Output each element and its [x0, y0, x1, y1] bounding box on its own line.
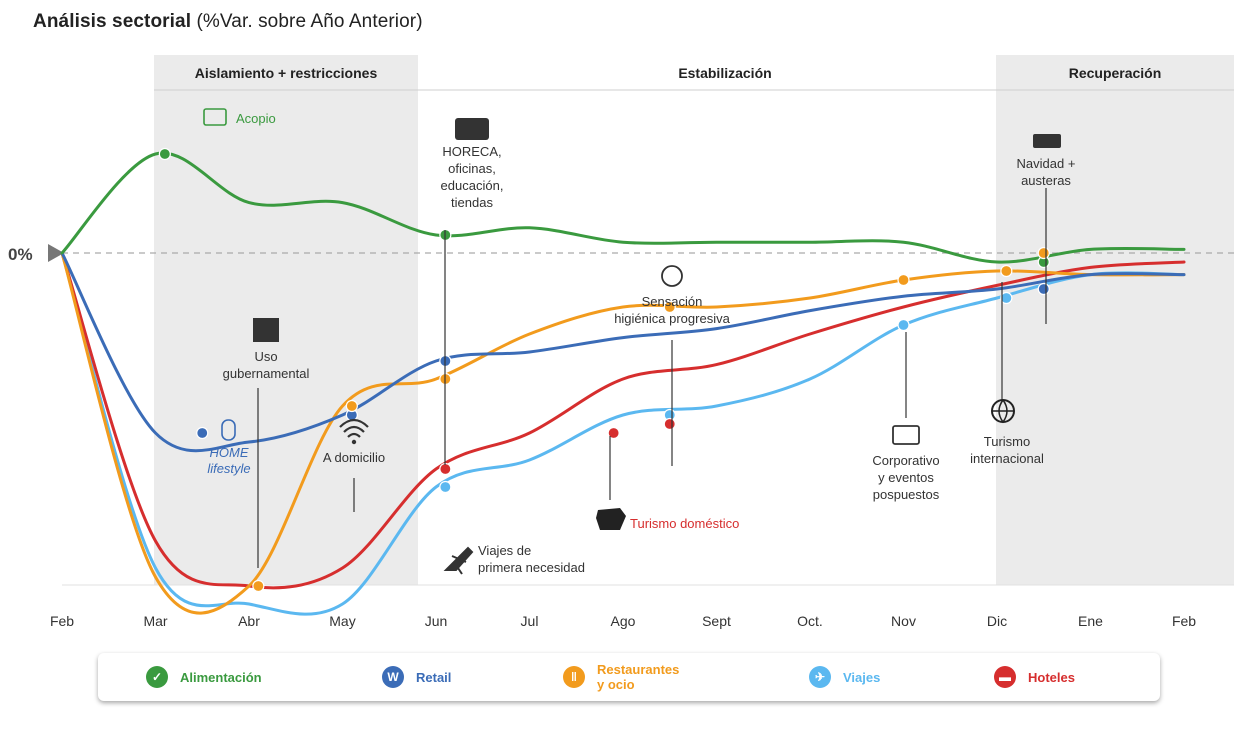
- event-marker: [897, 273, 910, 287]
- annotation-viajes-primera-necesidad: Viajes de primera necesidad: [478, 543, 585, 575]
- annotation-corporativo: Corporativo y eventos pospuestos: [872, 453, 939, 502]
- airplane-icon: [443, 546, 474, 575]
- x-tick-label: Feb: [50, 613, 74, 629]
- x-tick-label: Jul: [521, 613, 539, 629]
- annotation-sensacion-higienica: Sensación higiénica progresiva: [614, 294, 730, 326]
- event-marker: [1000, 264, 1013, 278]
- travel-icon: ✈: [809, 666, 831, 688]
- x-tick-label: Sept: [702, 613, 731, 629]
- legend-item-viajes: ✈ Viajes: [809, 661, 880, 693]
- legend: ✓ Alimentación W Retail ‖ Restaurantes y…: [98, 653, 1160, 701]
- government-building-icon: [253, 318, 279, 342]
- series-line-2: [60, 251, 1186, 453]
- annotation-uso-gubernamental: Uso gubernamental: [223, 349, 310, 381]
- annotation-turismo-internacional: Turismo internacional: [970, 434, 1044, 466]
- legend-label: Restaurantes y ocio: [597, 662, 680, 692]
- annotation-a-domicilio: A domicilio: [323, 450, 385, 465]
- phase-label-estabilizacion: Estabilización: [678, 65, 771, 81]
- legend-item-alimentacion: ✓ Alimentación: [146, 661, 262, 693]
- event-marker: [663, 300, 676, 314]
- zero-marker: [48, 244, 64, 262]
- phase-band-aislamiento: [154, 55, 418, 585]
- x-tick-label: Nov: [891, 613, 916, 629]
- bed-icon: ▬: [994, 666, 1016, 688]
- chart-title-main: Análisis sectorial: [33, 11, 192, 32]
- x-tick-label: Mar: [143, 613, 167, 629]
- x-tick-label: Oct.: [797, 613, 823, 629]
- chart-title: Análisis sectorial (%Var. sobre Año Ante…: [33, 11, 423, 33]
- cash-register-icon: [455, 118, 489, 140]
- briefcase-icon: [892, 425, 920, 445]
- phase-label-recuperacion: Recuperación: [1069, 65, 1162, 81]
- x-tick-label: Dic: [987, 613, 1007, 629]
- event-marker: [158, 147, 171, 161]
- cutlery-icon: ‖: [563, 666, 585, 688]
- chart-title-sub: (%Var. sobre Año Anterior): [196, 11, 423, 32]
- legend-label: Hoteles: [1028, 669, 1075, 685]
- globe-icon-lines: [992, 399, 1014, 424]
- annotation-turismo-domestico: Turismo doméstico: [630, 516, 739, 531]
- mouse-icon: [221, 419, 236, 441]
- event-marker: [663, 417, 676, 431]
- x-tick-label: Ene: [1078, 613, 1103, 629]
- series-line-4: [60, 251, 1186, 616]
- annotation-home-lifestyle: HOME lifestyle: [207, 445, 250, 476]
- legend-item-retail: W Retail: [382, 661, 451, 693]
- basket-icon: ✓: [146, 666, 168, 688]
- annotation-horeca: HORECA, oficinas, educación, tiendas: [441, 144, 504, 210]
- x-tick-label: Jun: [425, 613, 448, 629]
- series-line-5: [60, 251, 1186, 590]
- sector-chart: Aislamiento + restricciones Estabilizació…: [8, 55, 1234, 629]
- event-marker: [196, 426, 209, 440]
- phase-band-recuperacion: [996, 55, 1234, 585]
- wifi-icon-dot: [351, 439, 357, 445]
- virus-icon: [661, 265, 683, 287]
- event-marker: [897, 318, 910, 332]
- event-marker: [345, 399, 358, 413]
- event-marker: [252, 579, 265, 593]
- event-marker: [439, 480, 452, 494]
- zero-label: 0%: [8, 245, 33, 264]
- legend-label: Alimentación: [180, 669, 262, 685]
- event-marker: [607, 426, 620, 440]
- retail-icon: W: [382, 666, 404, 688]
- basket-icon: [203, 108, 227, 126]
- legend-label: Retail: [416, 669, 452, 685]
- x-tick-label: Ago: [611, 613, 636, 629]
- event-marker: [1000, 291, 1013, 305]
- legend-label: Viajes: [843, 669, 881, 685]
- x-tick-label: May: [329, 613, 355, 629]
- wifi-icon: [339, 418, 369, 438]
- phase-label-aislamiento: Aislamiento + restricciones: [195, 65, 378, 81]
- series-line-1: [60, 151, 1186, 264]
- gift-icon: [1033, 134, 1061, 148]
- x-tick-label: Abr: [238, 613, 260, 629]
- event-marker: [1037, 246, 1050, 260]
- series-line-3: [60, 251, 1186, 615]
- legend-item-restaurantes: ‖ Restaurantes y ocio: [563, 661, 679, 693]
- event-marker: [439, 462, 452, 476]
- annotation-acopio: Acopio: [236, 111, 276, 126]
- event-marker: [1037, 282, 1050, 296]
- spain-map-icon: [596, 508, 626, 530]
- legend-item-hoteles: ▬ Hoteles: [994, 661, 1075, 693]
- x-tick-label: Feb: [1172, 613, 1196, 629]
- annotation-navidad: Navidad + austeras: [1017, 156, 1076, 188]
